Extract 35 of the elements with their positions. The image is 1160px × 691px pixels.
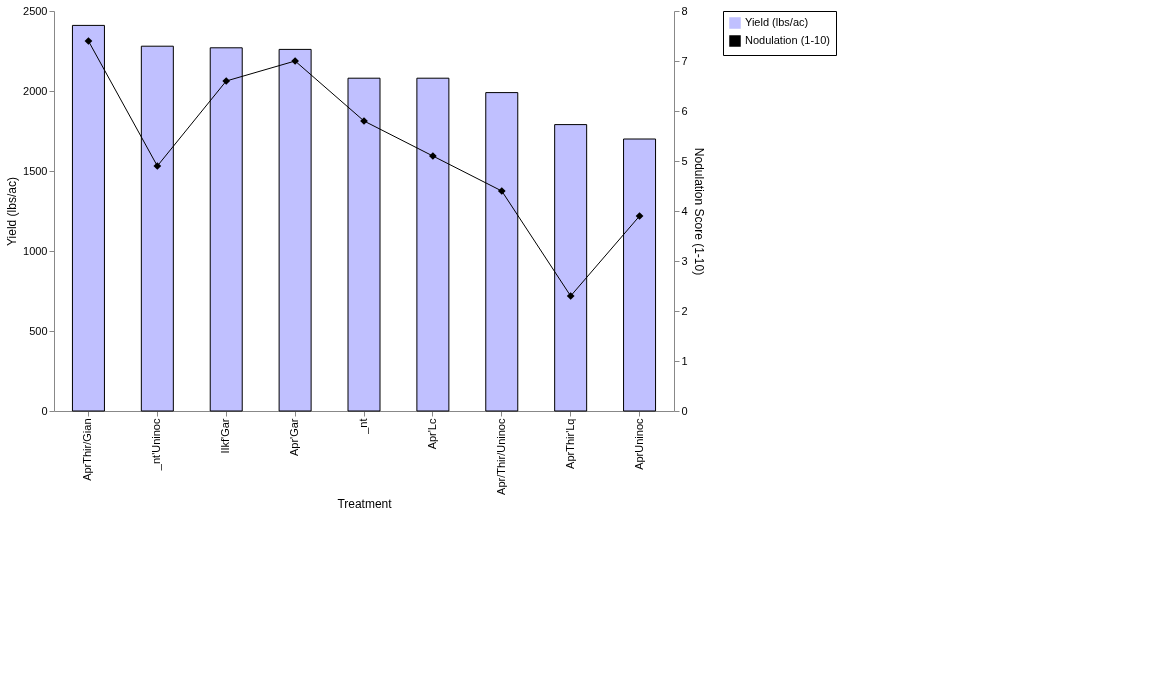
x-tick-label: AprThir/Gian	[81, 418, 94, 481]
point	[566, 292, 575, 300]
y-tick-label: 500	[29, 324, 48, 337]
x-tick-label: IIkf'Gar	[219, 418, 232, 454]
x-axis-title: Treatment	[337, 496, 393, 511]
point	[84, 37, 93, 45]
y-tick-label: 1500	[23, 164, 48, 177]
legend-label: Nodulation (1-10)	[745, 34, 830, 46]
point	[635, 212, 644, 220]
y2-axis-title: Nodulation Score (1-10)	[691, 147, 706, 276]
y2-tick-label: 3	[681, 254, 688, 267]
y2-tick-label: 2	[681, 304, 688, 317]
y-axis-title: Yield (lbs/ac)	[5, 177, 20, 246]
y2-tick-label: 1	[681, 354, 688, 367]
y-tick-label: 1000	[23, 244, 48, 257]
y2-tick-label: 8	[681, 4, 688, 17]
x-tick-label: Apr/Thir/Uninoc	[494, 418, 507, 495]
y2-tick-label: 7	[681, 54, 688, 67]
y-tick-label: 2000	[23, 84, 48, 97]
x-tick-label: AprThir'Lq	[563, 418, 576, 469]
y-tick-label: 2500	[23, 4, 48, 17]
x-tick-label: Apr'Gar	[288, 418, 301, 457]
point	[153, 162, 162, 170]
y-tick-label: 0	[41, 404, 48, 417]
legend-label: Yield (lbs/ac)	[745, 16, 809, 28]
y2-tick-label: 6	[681, 104, 688, 117]
y2-tick-label: 5	[681, 154, 688, 167]
x-tick-label: _nt'Uninoc	[150, 418, 163, 472]
x-tick-label: Apr'Lc	[425, 418, 438, 450]
y2-tick-label: 0	[681, 404, 688, 417]
x-tick-label: _nt	[357, 418, 369, 435]
y2-tick-label: 4	[681, 204, 688, 217]
point	[497, 187, 506, 195]
x-tick-label: AprUninoc	[632, 418, 645, 470]
point	[222, 77, 231, 85]
